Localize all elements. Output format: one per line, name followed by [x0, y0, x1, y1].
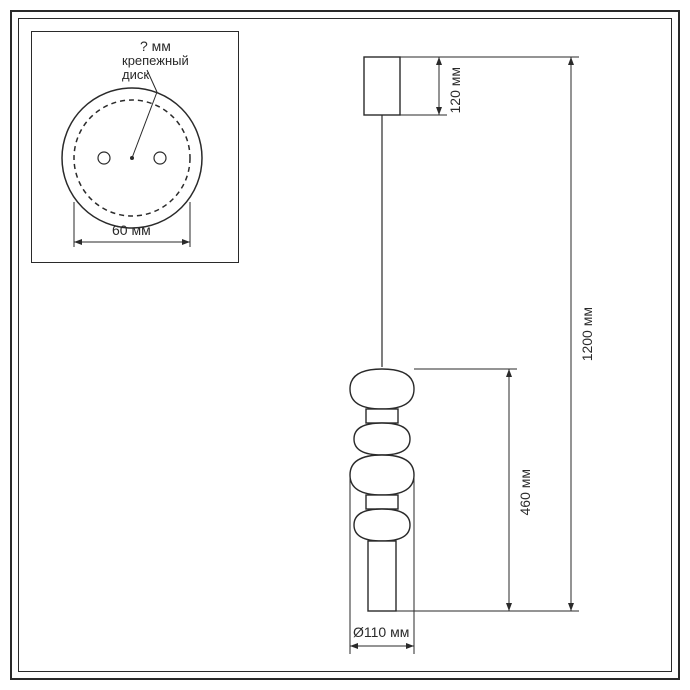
inset-top-label: ? мм	[140, 38, 171, 54]
outer-frame: ? мм крепежный диск 60 мм	[10, 10, 680, 680]
inner-frame: ? мм крепежный диск 60 мм	[18, 18, 672, 672]
inset-bottom-dim: 60 мм	[112, 222, 151, 238]
inset-mounting-disc: ? мм крепежный диск 60 мм	[31, 31, 239, 263]
inset-sub-label: крепежный диск	[122, 54, 189, 83]
canopy-dim-label: 120 мм	[447, 67, 463, 114]
total-height-label: 1200 мм	[579, 307, 595, 361]
diameter-label: Ø110 мм	[353, 624, 409, 640]
body-height-label: 460 мм	[517, 469, 533, 516]
